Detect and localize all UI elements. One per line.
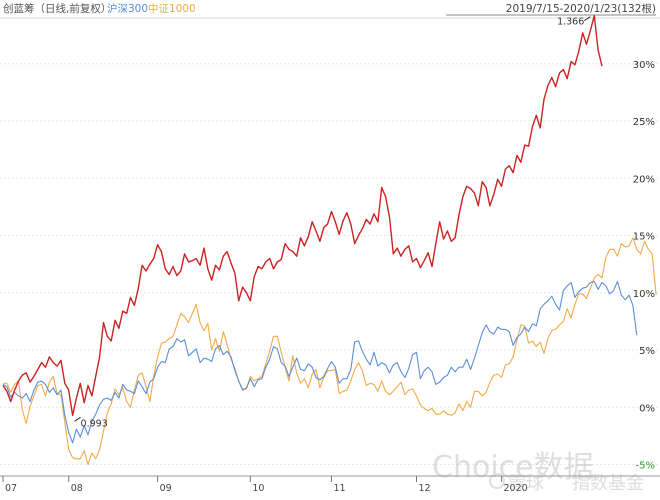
y-tick-label: 5% <box>639 346 655 357</box>
legend-zz1000: 中证1000 <box>148 2 196 15</box>
min-annotation: 0.993 <box>74 416 108 429</box>
series-line-1 <box>2 280 638 444</box>
max-arrow <box>583 16 591 22</box>
y-tick-label: 10% <box>633 289 655 300</box>
stock-name: 创蓝筹（日线,前复权） <box>3 2 111 15</box>
min-label: 0.993 <box>81 418 108 429</box>
x-tick-label: 10 <box>252 483 264 494</box>
max-annotation: 1.366 <box>557 16 591 28</box>
y-tick-label: 20% <box>633 174 655 185</box>
watermark-xueqiu: 雪球 <box>508 473 544 494</box>
y-tick-label: 25% <box>633 117 655 128</box>
period-label: 2019/7/15-2020/1/23(132根) <box>506 2 656 15</box>
x-tick-label: 07 <box>5 483 17 494</box>
y-tick-label: -5% <box>636 461 655 472</box>
y-tick-label: 15% <box>633 232 655 243</box>
series-lines <box>2 14 657 466</box>
chart-header: 创蓝筹（日线,前复权） 沪深300 中证1000 2019/7/15-2020/… <box>3 2 656 16</box>
y-axis-ticks: 30% 25% 20% 15% 10% 5% 0% -5% <box>633 60 655 472</box>
series-line-0 <box>2 14 603 416</box>
watermark-brand: 指数基金 <box>572 473 644 494</box>
x-tick-label: 12 <box>419 483 431 494</box>
x-tick-label: 11 <box>333 483 345 494</box>
x-tick-label: 2020 <box>504 483 528 494</box>
x-tick-label: 09 <box>160 483 172 494</box>
series-line-2 <box>3 237 657 466</box>
max-label: 1.366 <box>557 17 584 28</box>
legend-hs300: 沪深300 <box>107 2 148 15</box>
xueqiu-logo-icon <box>489 473 505 489</box>
watermark-choice: Choice数据 <box>432 450 594 485</box>
watermark: Choice数据 雪球 指数基金 <box>432 450 644 494</box>
min-arrow <box>74 416 81 422</box>
x-axis-ticks: 07 08 09 10 11 12 2020 <box>2 476 528 494</box>
y-tick-label: 30% <box>633 60 655 71</box>
y-tick-label: 0% <box>639 403 655 414</box>
x-tick-label: 08 <box>71 483 83 494</box>
